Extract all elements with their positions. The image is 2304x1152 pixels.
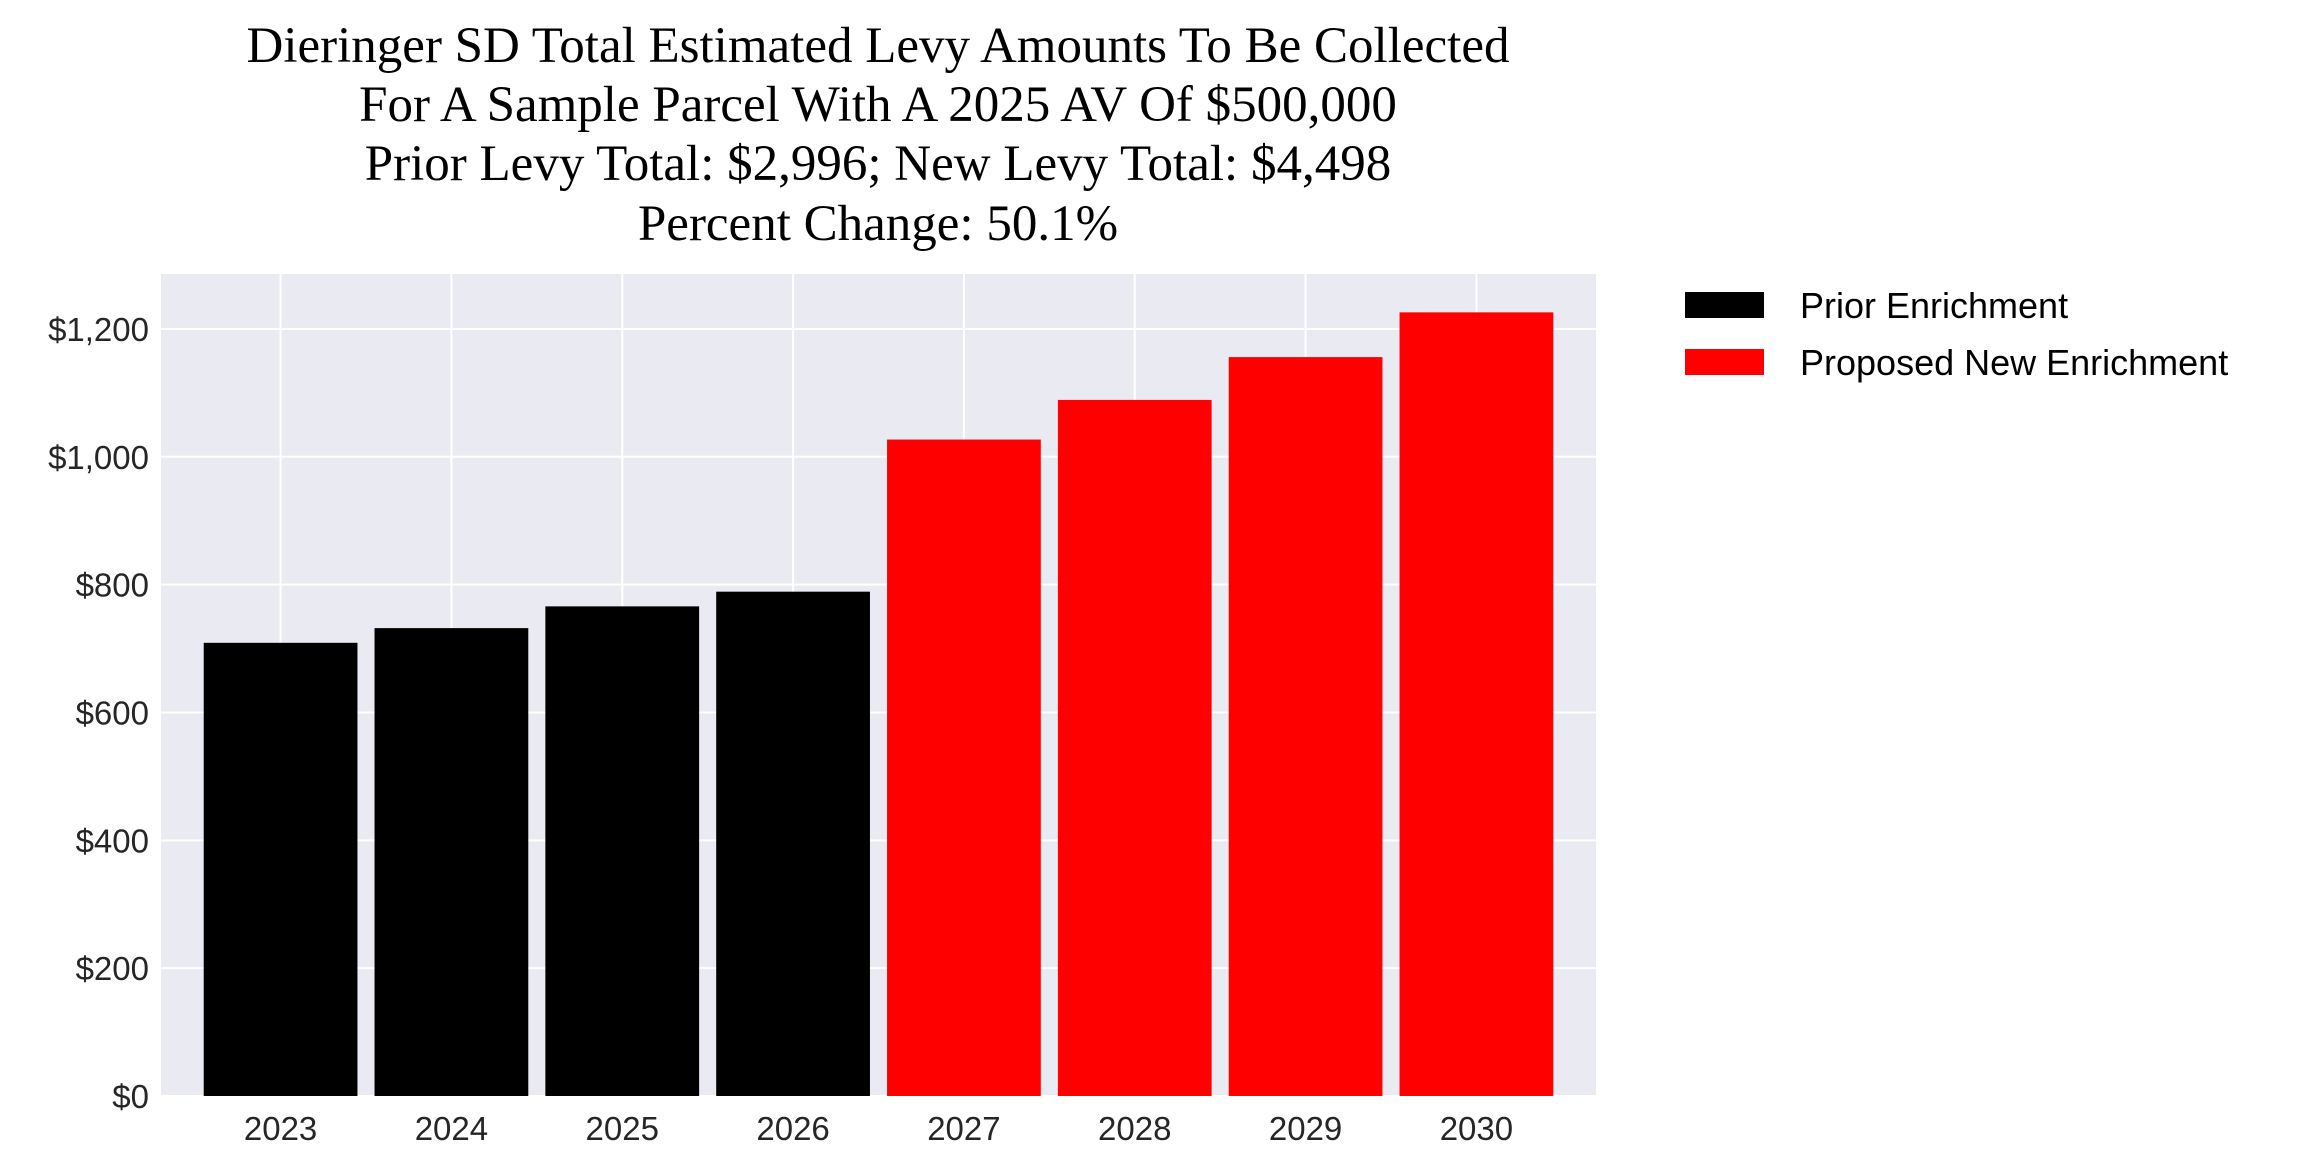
x-tick-label: 2026 — [756, 1110, 829, 1147]
bar-2024 — [374, 628, 529, 1096]
y-tick-label: $200 — [76, 950, 149, 987]
x-tick-label: 2028 — [1098, 1110, 1171, 1147]
x-tick-label: 2030 — [1440, 1110, 1513, 1147]
bar-2023 — [203, 642, 358, 1096]
bar-2030 — [1399, 312, 1554, 1097]
x-tick-label: 2027 — [927, 1110, 1000, 1147]
legend-swatch-proposed — [1685, 349, 1764, 375]
y-tick-label: $800 — [76, 567, 149, 604]
y-tick-label: $400 — [76, 822, 149, 859]
bar-2028 — [1057, 399, 1212, 1097]
x-tick-label: 2023 — [244, 1110, 317, 1147]
bar-2026 — [716, 591, 870, 1096]
title-line-3: Prior Levy Total: $2,996; New Levy Total… — [365, 136, 1391, 192]
legend: Prior Enrichment Proposed New Enrichment — [1685, 285, 2228, 383]
legend-swatch-prior — [1685, 292, 1764, 318]
title-line-4: Percent Change: 50.1% — [638, 196, 1118, 252]
bar-2029 — [1228, 357, 1383, 1097]
bar-2025 — [545, 606, 700, 1096]
x-tick-label: 2024 — [415, 1110, 488, 1147]
x-tick-label: 2025 — [586, 1110, 659, 1147]
x-axis-ticks: 2023 2024 2025 2026 2027 2028 2029 2030 — [244, 1110, 1513, 1147]
y-tick-label: $1,000 — [48, 439, 149, 476]
y-tick-label: $0 — [112, 1078, 149, 1115]
legend-label-proposed: Proposed New Enrichment — [1800, 342, 2228, 383]
y-tick-label: $600 — [76, 694, 149, 731]
bar-2027 — [887, 439, 1041, 1096]
bars — [203, 312, 1554, 1097]
chart-title: Dieringer SD Total Estimated Levy Amount… — [247, 18, 1510, 252]
title-line-1: Dieringer SD Total Estimated Levy Amount… — [247, 18, 1510, 74]
legend-label-prior: Prior Enrichment — [1800, 285, 2068, 326]
title-line-2: For A Sample Parcel With A 2025 AV Of $5… — [359, 77, 1397, 133]
y-axis-ticks: $0 $200 $400 $600 $800 $1,000 $1,200 — [48, 311, 149, 1115]
x-tick-label: 2029 — [1269, 1110, 1342, 1147]
y-tick-label: $1,200 — [48, 311, 149, 348]
